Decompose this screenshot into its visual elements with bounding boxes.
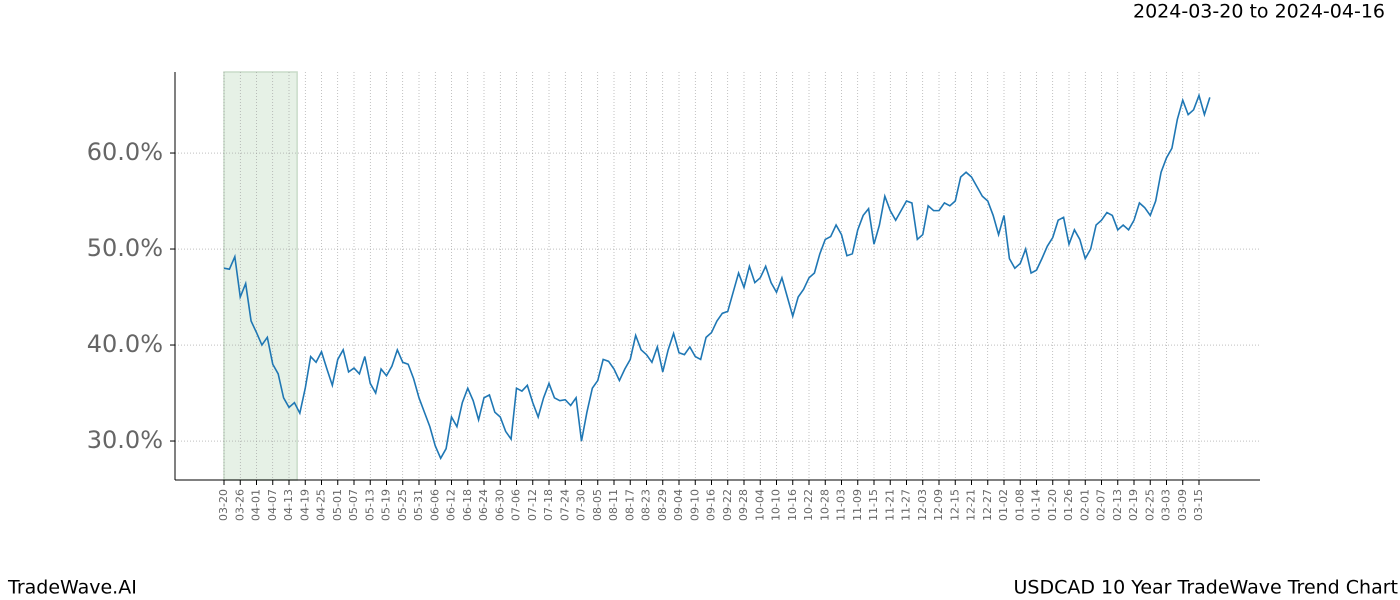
x-tick-label: 05-07	[347, 489, 360, 521]
x-tick-label: 12-27	[981, 489, 994, 521]
x-tick-label: 04-13	[282, 489, 295, 521]
x-tick-label: 08-05	[591, 489, 604, 521]
x-tick-label: 02-07	[1095, 489, 1108, 521]
trend-line	[223, 92, 1211, 461]
x-tick-label: 02-13	[1111, 489, 1124, 521]
date-range: 2024-03-20 to 2024-04-16	[1133, 1, 1385, 23]
x-tick-label: 03-09	[1176, 489, 1189, 521]
x-tick-label: 10-28	[818, 489, 831, 521]
x-tick-label: 03-03	[1160, 489, 1173, 521]
x-tick-label: 10-16	[786, 489, 799, 521]
x-tick-label: 12-21	[965, 489, 978, 521]
x-tick-label: 03-20	[217, 489, 230, 521]
x-tick-label: 06-30	[493, 489, 506, 521]
x-tick-label: 08-17	[623, 489, 636, 521]
x-tick-label: 01-26	[1062, 489, 1075, 521]
x-tick-label: 07-24	[558, 489, 571, 521]
x-tick-label: 12-03	[916, 489, 929, 521]
x-tick-label: 05-25	[396, 489, 409, 521]
x-tick-label: 11-21	[883, 489, 896, 521]
x-tick-label: 02-01	[1078, 489, 1091, 521]
x-tick-label: 04-07	[266, 489, 279, 521]
x-tick-label: 05-31	[412, 489, 425, 521]
highlight-window	[223, 71, 298, 481]
x-tick-label: 06-12	[445, 489, 458, 521]
x-tick-label: 04-25	[315, 489, 328, 521]
x-tick-label: 07-18	[542, 489, 555, 521]
x-tick-label: 10-22	[802, 489, 815, 521]
chart-title: USDCAD 10 Year TradeWave Trend Chart	[1014, 577, 1398, 599]
y-tick-label: 60.0%	[87, 138, 163, 166]
x-tick-label: 11-15	[867, 489, 880, 521]
x-tick-label: 01-02	[997, 489, 1010, 521]
x-tick-label: 06-18	[461, 489, 474, 521]
x-tick-label: 03-15	[1192, 489, 1205, 521]
y-tick-label: 40.0%	[87, 330, 163, 358]
x-tick-label: 08-11	[607, 489, 620, 521]
x-tick-label: 11-27	[900, 489, 913, 521]
x-tick-label: 11-03	[835, 489, 848, 521]
x-tick-label: 04-01	[250, 489, 263, 521]
x-tick-label: 10-10	[770, 489, 783, 521]
x-tick-label: 06-24	[477, 489, 490, 521]
x-tick-label: 09-22	[721, 489, 734, 521]
x-tick-label: 05-13	[363, 489, 376, 521]
x-tick-label: 05-01	[331, 489, 344, 521]
x-tick-label: 04-19	[298, 489, 311, 521]
x-tick-label: 07-30	[575, 489, 588, 521]
x-tick-label: 08-23	[640, 489, 653, 521]
x-tick-label: 10-04	[753, 489, 766, 521]
x-tick-label: 09-28	[737, 489, 750, 521]
x-tick-label: 01-14	[1030, 489, 1043, 521]
x-tick-label: 03-26	[233, 489, 246, 521]
x-tick-label: 01-20	[1046, 489, 1059, 521]
x-tick-label: 09-10	[688, 489, 701, 521]
brand: TradeWave.AI	[7, 577, 137, 599]
x-tick-label: 12-09	[932, 489, 945, 521]
y-tick-label: 50.0%	[87, 234, 163, 262]
x-tick-label: 09-16	[705, 489, 718, 521]
x-tick-label: 05-19	[380, 489, 393, 521]
x-tick-label: 01-08	[1013, 489, 1026, 521]
x-tick-label: 02-25	[1143, 489, 1156, 521]
x-tick-label: 07-12	[526, 489, 539, 521]
x-tick-label: 12-15	[948, 489, 961, 521]
x-tick-label: 08-29	[656, 489, 669, 521]
x-tick-label: 11-09	[851, 489, 864, 521]
x-tick-label: 07-06	[510, 489, 523, 521]
x-tick-label: 09-04	[672, 489, 685, 521]
x-tick-label: 02-19	[1127, 489, 1140, 521]
y-tick-label: 30.0%	[87, 426, 163, 454]
x-tick-label: 06-06	[428, 489, 441, 521]
